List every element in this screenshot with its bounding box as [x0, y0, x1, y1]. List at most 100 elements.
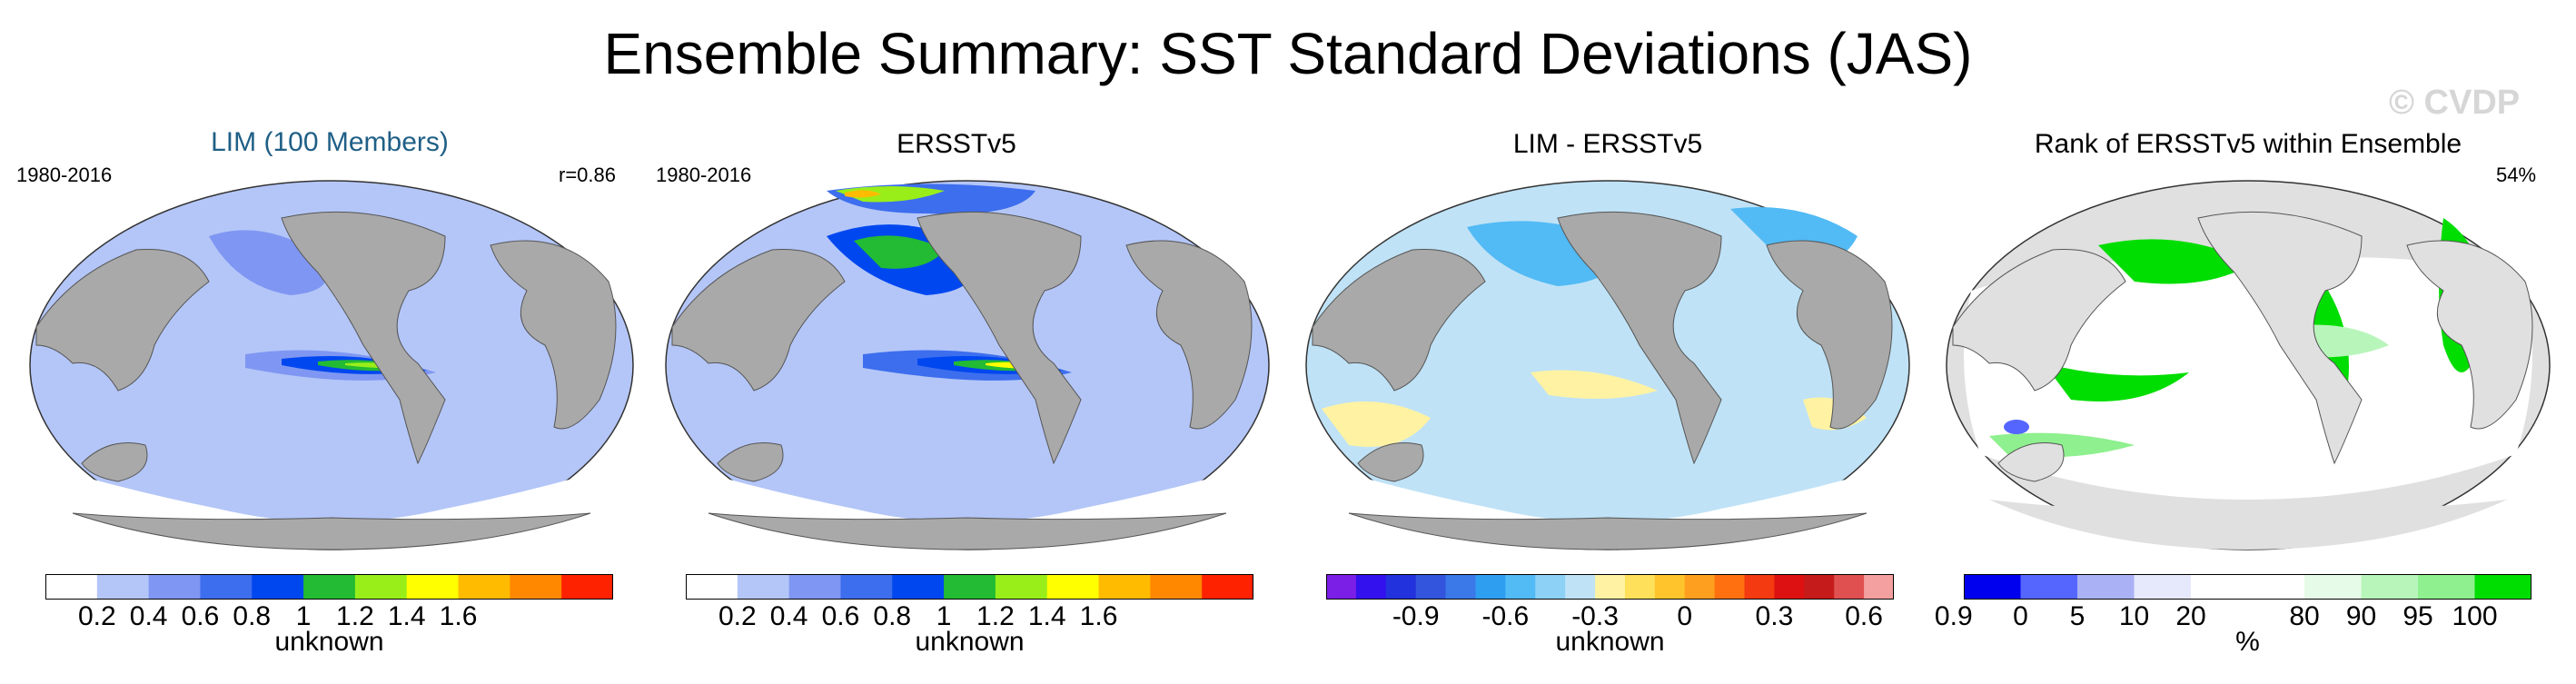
colorbar-swatch [1714, 574, 1746, 600]
colorbar-tick-label: 20 [2175, 601, 2206, 631]
colorbar-swatch [1535, 574, 1566, 600]
colorbar-tick-label: 0.2 [718, 601, 757, 631]
colorbar-ersstv5 [686, 574, 1253, 600]
map-lim [29, 180, 634, 550]
colorbar-tick-label: 0.9 [1934, 601, 1973, 631]
colorbar-tick-label: 1.2 [976, 601, 1015, 631]
colorbar-tick-label: 1 [936, 601, 952, 631]
colorbar-tick-label: 1.4 [387, 601, 426, 631]
colorbar-swatch [2361, 574, 2419, 600]
colorbar-swatch [1475, 574, 1506, 600]
colorbar-outline [1964, 574, 2531, 600]
map-rank [1946, 180, 2551, 550]
colorbar-swatch [2474, 574, 2531, 600]
map-difference [1305, 180, 1910, 550]
colorbar-difference [1326, 574, 1894, 600]
colorbar-outline [686, 574, 1253, 600]
colorbar-tick-label: 0.4 [769, 601, 808, 631]
colorbar-tick-label: 1.6 [439, 601, 478, 631]
colorbar-swatch [1624, 574, 1656, 600]
colorbar-swatch [1654, 574, 1686, 600]
colorbar-swatch [1834, 574, 1865, 600]
colorbar-swatch [2020, 574, 2078, 600]
colorbar-tick-label: 0.2 [77, 601, 116, 631]
colorbar-swatch [2418, 574, 2475, 600]
colorbar-swatch [1505, 574, 1536, 600]
colorbar-swatch [840, 574, 893, 600]
colorbar-rank [1964, 574, 2531, 600]
cvdp-watermark: © CVDP [2389, 84, 2521, 122]
colorbar-swatch [944, 574, 996, 600]
colorbar-swatch [737, 574, 790, 600]
colorbar-swatch [45, 574, 98, 600]
panel-1-title: LIM (100 Members) [211, 127, 449, 157]
colorbar-swatch [406, 574, 460, 600]
colorbar-tick-label: -0.6 [1481, 601, 1530, 631]
colorbar-swatch [96, 574, 150, 600]
colorbar-swatch [1565, 574, 1596, 600]
colorbar-tick-label: 10 [2118, 601, 2150, 631]
colorbar-swatch [354, 574, 408, 600]
colorbar-swatch [303, 574, 356, 600]
panel-4-percent: 54% [2496, 164, 2537, 186]
panel-2-period: 1980-2016 [656, 164, 752, 186]
colorbar-swatch [252, 574, 304, 600]
colorbar-tick-label: 0.4 [129, 601, 168, 631]
colorbar-tick-label: 90 [2345, 601, 2377, 631]
panel-4-title: Rank of ERSSTv5 within Ensemble [2034, 129, 2462, 159]
colorbar-swatch [1964, 574, 2021, 600]
colorbar-swatch [1744, 574, 1775, 600]
colorbar-tick-label: 0.3 [1755, 601, 1794, 631]
colorbar-tick-label: 1.4 [1027, 601, 1066, 631]
colorbar-swatch [1385, 574, 1417, 600]
colorbar-rank-label: % [2235, 627, 2260, 657]
colorbar-tick-label: 0 [1677, 601, 1693, 631]
figure-title: Ensemble Summary: SST Standard Deviation… [603, 21, 1973, 86]
colorbar-swatch [788, 574, 841, 600]
colorbar-swatch [1150, 574, 1203, 600]
colorbar-tick-label: 5 [2069, 601, 2086, 631]
colorbar-swatch [2191, 574, 2248, 600]
colorbar-swatch [1098, 574, 1151, 600]
colorbar-swatch [1202, 574, 1253, 600]
colorbar-tick-label: 0.8 [233, 601, 272, 631]
colorbar-swatch [1415, 574, 1447, 600]
colorbar-tick-label: 95 [2403, 601, 2433, 631]
colorbar-swatch [686, 574, 738, 600]
colorbar-tick-label: 0.6 [181, 601, 220, 631]
colorbar-swatch [1445, 574, 1476, 600]
colorbar-swatch [1326, 574, 1357, 600]
panel-3-title: LIM - ERSSTv5 [1512, 129, 1703, 159]
colorbar-tick-label: -0.3 [1571, 601, 1619, 631]
colorbar-outline [45, 574, 613, 600]
panel-1-period: 1980-2016 [16, 164, 113, 186]
colorbar-outline [1326, 574, 1894, 600]
colorbar-tick-label: 0 [2013, 601, 2028, 631]
colorbar-swatch [892, 574, 945, 600]
colorbar-swatch [1595, 574, 1626, 600]
colorbar-tick-label: 0.6 [1845, 601, 1883, 631]
colorbar-swatch [2134, 574, 2192, 600]
colorbar-tick-label: 100 [2452, 601, 2498, 631]
colorbar-lim-label: unknown [274, 627, 384, 657]
colorbar-ersstv5-label: unknown [915, 627, 1025, 657]
colorbar-tick-label: 0.6 [821, 601, 860, 631]
panel-2-title: ERSSTv5 [897, 129, 1016, 159]
colorbar-swatch [1804, 574, 1835, 600]
colorbar-tick-label: 1.2 [336, 601, 374, 631]
colorbar-tick-label: 0.8 [873, 601, 912, 631]
colorbar-swatch [148, 574, 201, 600]
colorbar-swatch [200, 574, 253, 600]
colorbar-swatch [1774, 574, 1805, 600]
colorbar-swatch [1046, 574, 1100, 600]
colorbar-tick-label: 1 [295, 601, 312, 631]
colorbar-swatch [995, 574, 1048, 600]
colorbar-swatch [2304, 574, 2362, 600]
colorbar-tick-label: 1.6 [1079, 601, 1118, 631]
panel-1-correlation: r=0.86 [559, 164, 616, 186]
colorbar-swatch [2077, 574, 2135, 600]
colorbar-tick-label: 80 [2289, 601, 2320, 631]
colorbar-difference-label: unknown [1555, 627, 1665, 657]
colorbar-swatch [1355, 574, 1387, 600]
colorbar-swatch [2247, 574, 2305, 600]
